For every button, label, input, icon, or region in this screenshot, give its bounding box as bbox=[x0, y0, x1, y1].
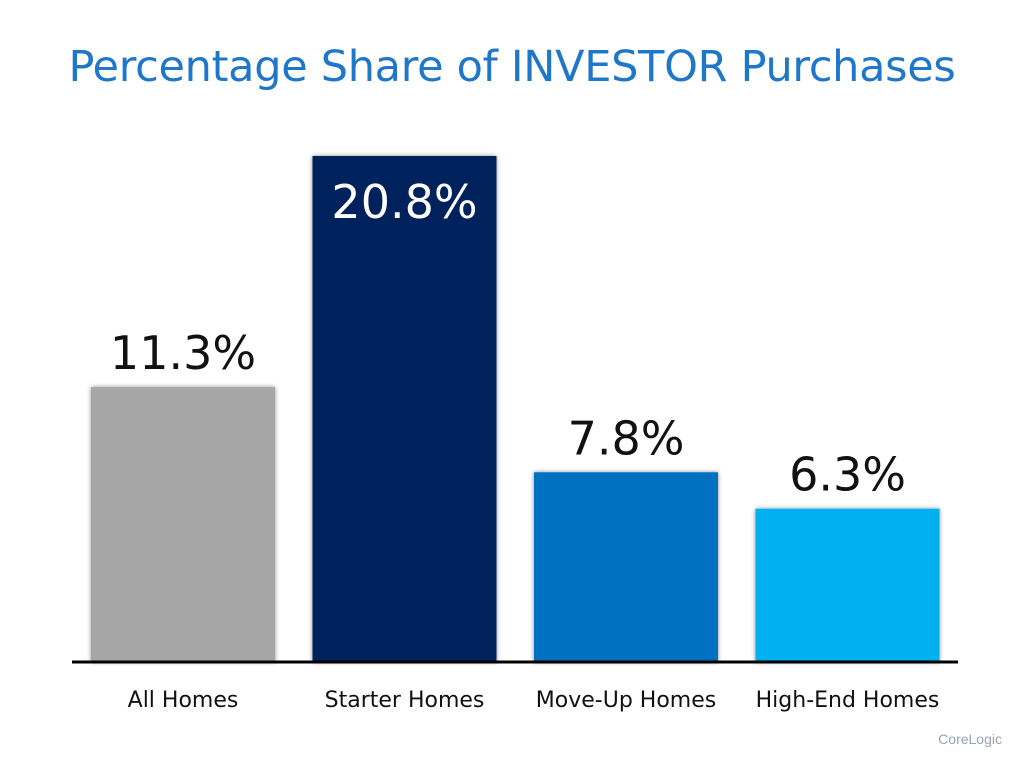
value-label-all-homes: 11.3% bbox=[110, 326, 256, 380]
bar-high-end-homes bbox=[755, 508, 940, 662]
source-credit: CoreLogic bbox=[938, 731, 1002, 747]
labels-group: 11.3% All Homes 20.8% Starter Homes 7.8% Move… bbox=[110, 175, 939, 713]
bar-starter-homes bbox=[312, 156, 497, 662]
category-label-starter-homes: Starter Homes bbox=[325, 688, 485, 713]
value-label-move-up-homes: 7.8% bbox=[568, 411, 685, 465]
category-label-high-end-homes: High-End Homes bbox=[756, 688, 940, 713]
category-label-move-up-homes: Move-Up Homes bbox=[536, 688, 716, 713]
category-label-all-homes: All Homes bbox=[128, 688, 239, 713]
bar-all-homes bbox=[91, 387, 275, 662]
bar-move-up-homes bbox=[534, 472, 718, 662]
value-label-starter-homes: 20.8% bbox=[331, 175, 477, 229]
chart-title: Percentage Share of INVESTOR Purchases bbox=[68, 42, 956, 92]
bars-group bbox=[91, 156, 940, 662]
value-label-high-end-homes: 6.3% bbox=[789, 448, 906, 502]
